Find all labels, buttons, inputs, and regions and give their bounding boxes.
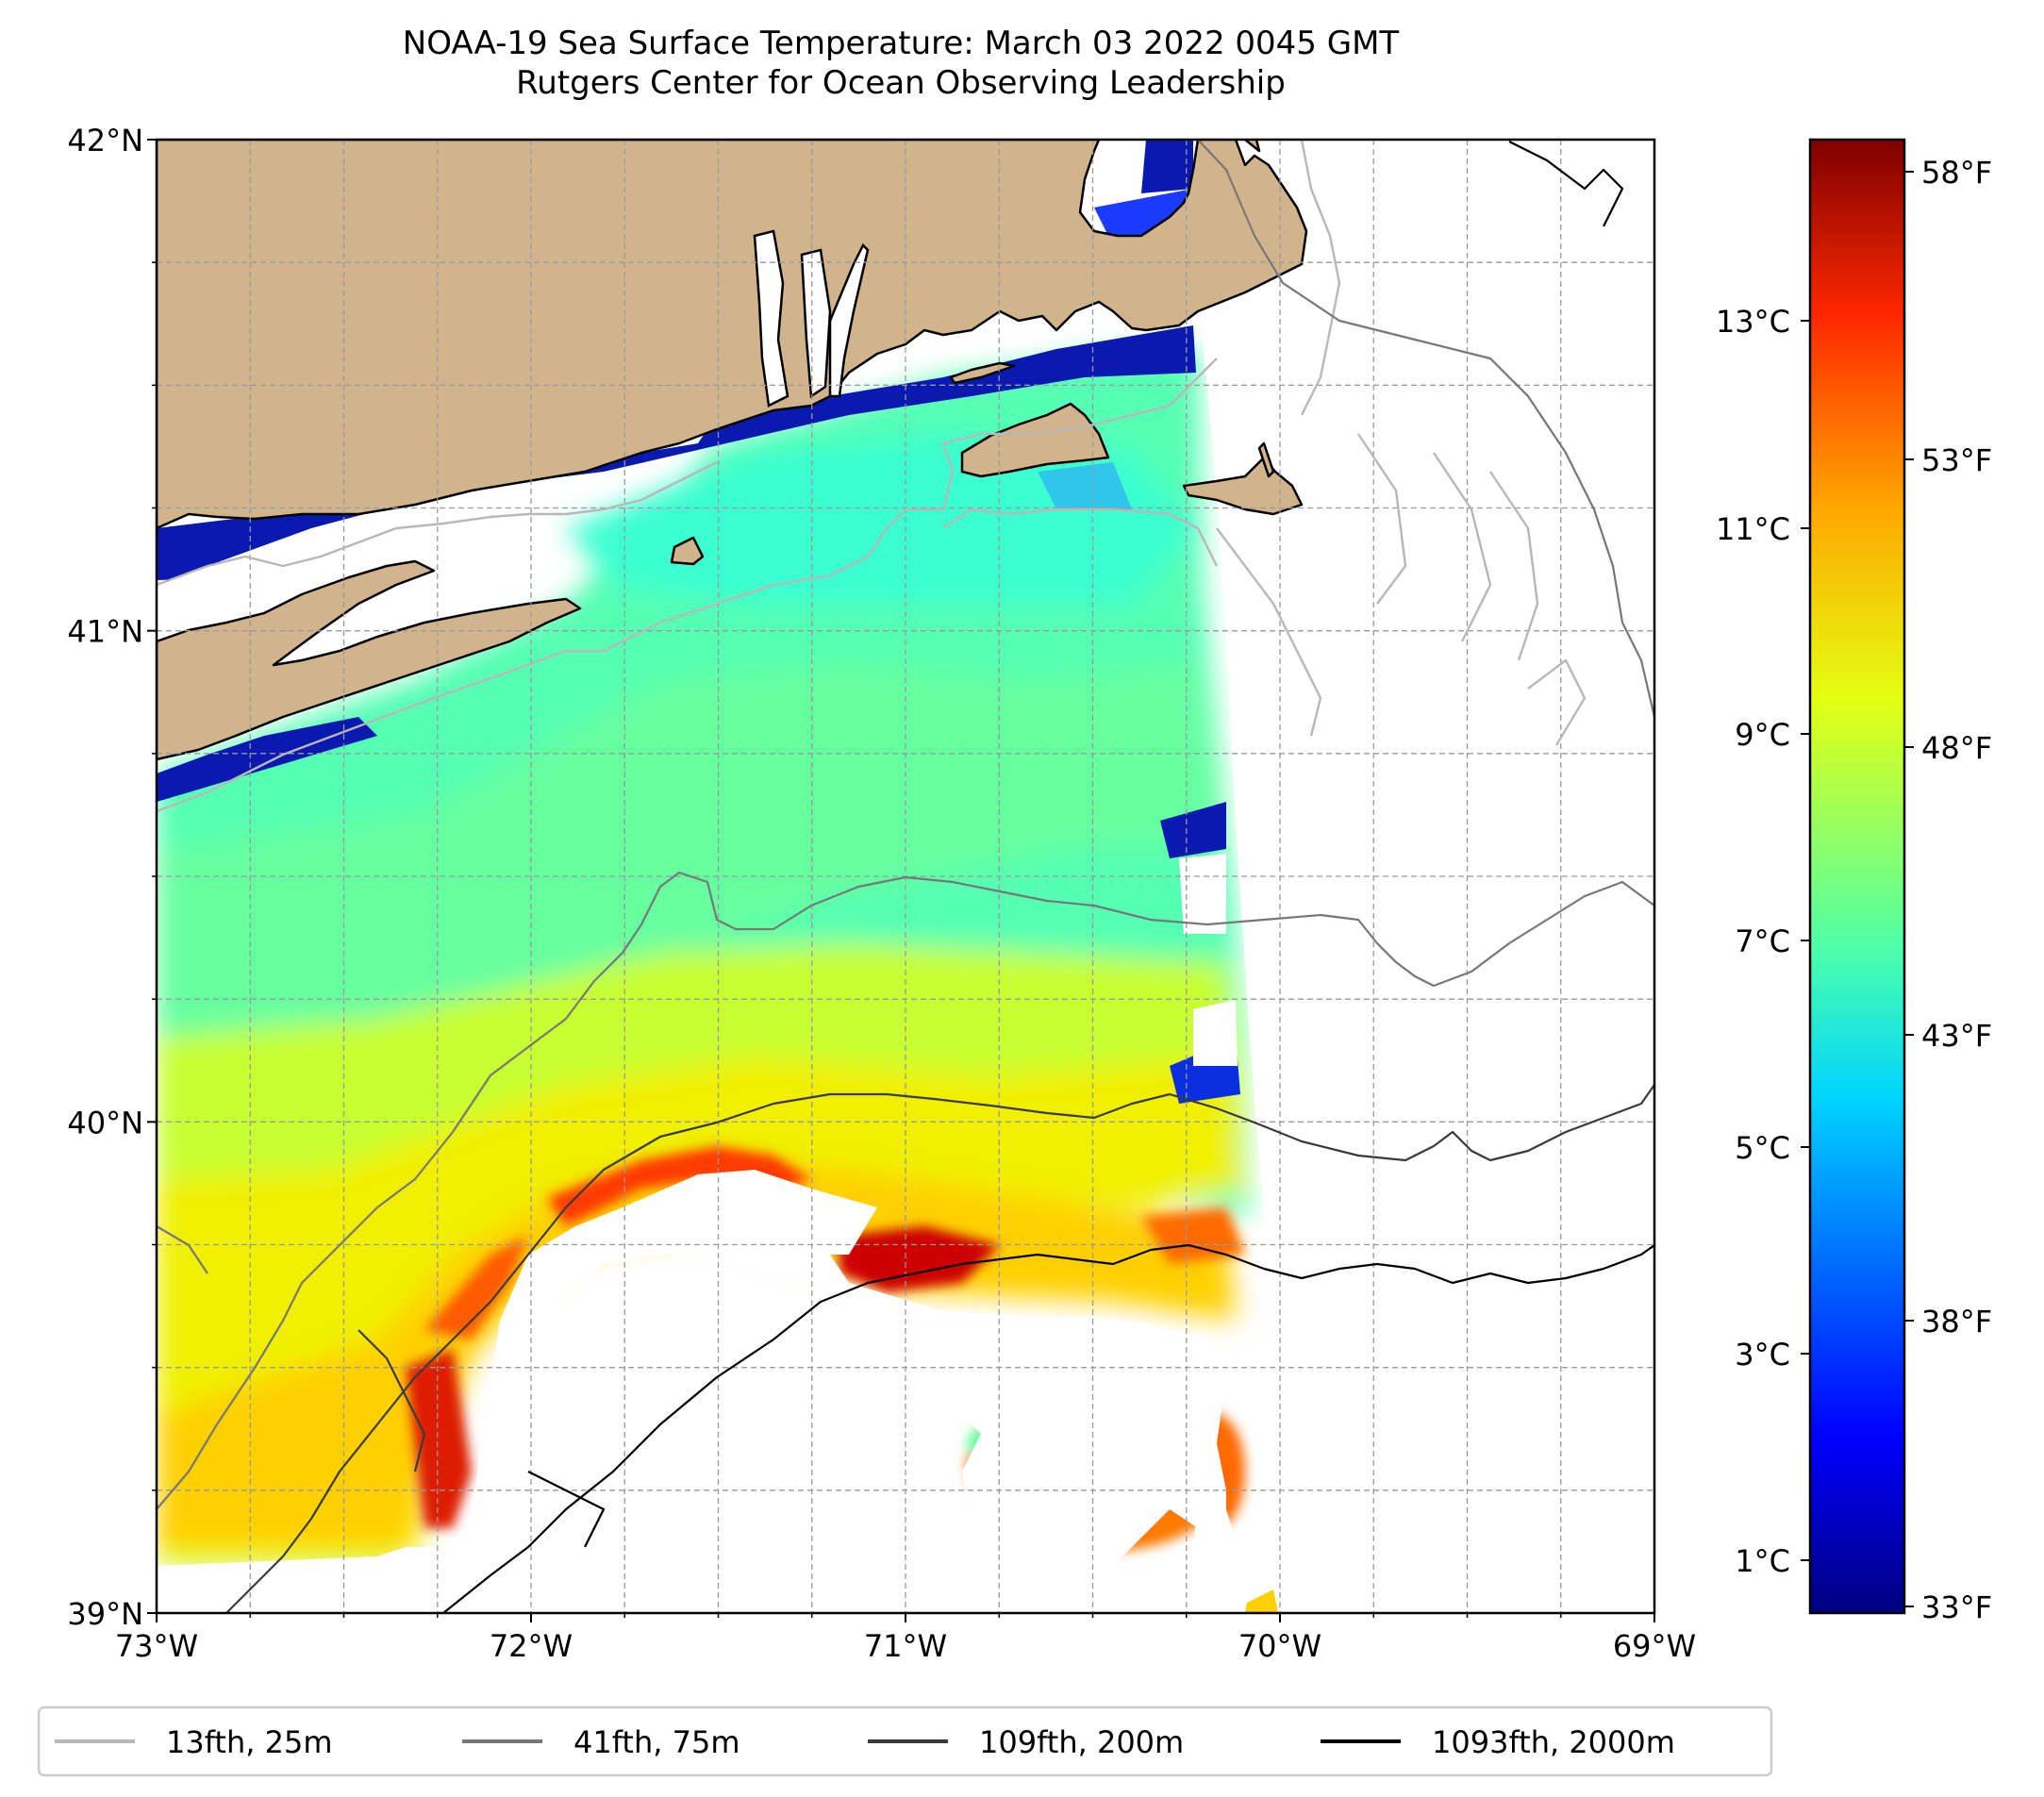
colorbar-celsius-label: 11°C <box>1716 511 1790 547</box>
lon-tick-label: 72°W <box>490 1628 573 1664</box>
landmass <box>157 140 1308 761</box>
colorbar-celsius-label: 13°C <box>1716 304 1790 340</box>
colorbar-frame <box>1808 138 1906 1615</box>
lon-tick-label: 73°W <box>115 1628 198 1664</box>
legend-label: 1093fth, 2000m <box>1432 1724 1675 1760</box>
lat-tick-label: 40°N <box>67 1105 143 1140</box>
lat-tick-label: 42°N <box>67 123 143 158</box>
colorbar-celsius-label: 3°C <box>1735 1337 1790 1373</box>
colorbar-celsius-axis: 13°C 11°C 9°C 7°C 5°C 3°C 1°C <box>1716 304 1810 1579</box>
colorbar-celsius-label: 1°C <box>1735 1543 1790 1579</box>
bathymetry-contours <box>157 140 1654 1613</box>
legend-label: 13fth, 25m <box>166 1724 332 1760</box>
colorbar-fahrenheit-label: 48°F <box>1921 730 1992 766</box>
latitude-axis: 42°N 41°N 40°N 39°N <box>67 123 157 1632</box>
legend-label: 109fth, 200m <box>979 1724 1184 1760</box>
map-grid <box>157 140 1654 1613</box>
colorbar-celsius-label: 7°C <box>1735 923 1790 959</box>
longitude-axis: 73°W 72°W 71°W 70°W 69°W <box>115 1613 1696 1664</box>
map-area <box>157 140 1654 1613</box>
colorbar-fahrenheit-label: 33°F <box>1921 1589 1992 1625</box>
contour-legend: 13fth, 25m 41fth, 75m 109fth, 200m 1093fth,… <box>37 1705 1773 1777</box>
lon-tick-label: 71°W <box>864 1628 947 1664</box>
colorbar-fahrenheit-label: 43°F <box>1921 1018 1992 1054</box>
lat-tick-label: 39°N <box>67 1596 143 1632</box>
colorbar: 13°C 11°C 9°C 7°C 5°C 3°C 1°C 58°F 53°F 48°F 43°F… <box>1716 138 1992 1625</box>
no-data-mask <box>157 140 1654 1613</box>
sst-field <box>157 140 1278 1613</box>
legend-label: 41fth, 75m <box>573 1724 739 1760</box>
colorbar-fahrenheit-axis: 58°F 53°F 48°F 43°F 38°F 33°F <box>1904 155 1992 1625</box>
colorbar-celsius-label: 5°C <box>1735 1130 1790 1166</box>
colorbar-celsius-label: 9°C <box>1735 717 1790 753</box>
colorbar-gradient <box>1810 140 1904 1613</box>
colorbar-fahrenheit-label: 38°F <box>1921 1304 1992 1339</box>
lon-tick-label: 70°W <box>1238 1628 1321 1664</box>
colorbar-fahrenheit-label: 53°F <box>1921 442 1992 478</box>
lat-tick-label: 41°N <box>67 614 143 650</box>
bays <box>753 229 870 408</box>
map-title-line1: NOAA-19 Sea Surface Temperature: March 0… <box>402 25 1400 62</box>
map-title-line2: Rutgers Center for Ocean Observing Leade… <box>516 64 1286 102</box>
colorbar-fahrenheit-label: 58°F <box>1921 155 1992 191</box>
lon-tick-label: 69°W <box>1613 1628 1696 1664</box>
